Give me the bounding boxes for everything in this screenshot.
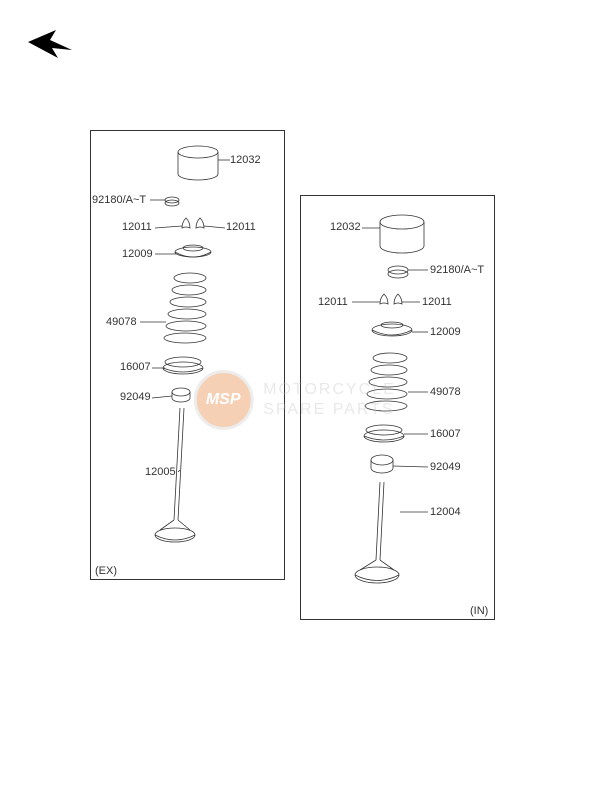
- callout-label: 12032: [330, 221, 361, 233]
- callout-label: 16007: [120, 361, 151, 373]
- callout-label: 49078: [430, 386, 461, 398]
- callout-label: 12004: [430, 506, 461, 518]
- callout-label: 12011: [318, 296, 348, 308]
- callout-label: 12009: [122, 248, 153, 260]
- callout-label: 12011: [226, 221, 256, 233]
- callout-label: 92049: [430, 461, 461, 473]
- exploded-diagram: [0, 0, 589, 799]
- callout-label: 12011: [422, 296, 452, 308]
- callout-label: 12005: [145, 466, 176, 478]
- callout-label: 92049: [120, 391, 151, 403]
- callout-label: 49078: [106, 316, 137, 328]
- callout-label: 12011: [122, 221, 152, 233]
- callout-label: 16007: [430, 428, 461, 440]
- callout-label: 92180/A~T: [92, 194, 146, 206]
- callout-label: 12032: [230, 154, 261, 166]
- callout-label: 12009: [430, 326, 461, 338]
- callout-label: 92180/A~T: [430, 264, 484, 276]
